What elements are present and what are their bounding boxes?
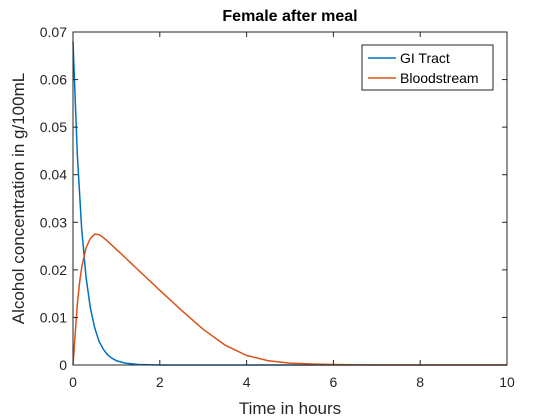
y-tick-label: 0.03 <box>40 214 67 230</box>
x-tick-label: 8 <box>416 374 424 390</box>
x-tick-label: 10 <box>499 374 515 390</box>
y-tick-label: 0.01 <box>40 309 67 325</box>
legend-label-gi-tract: GI Tract <box>400 50 450 66</box>
legend: GI Tract Bloodstream <box>361 44 494 91</box>
y-tick-label: 0.02 <box>40 262 67 278</box>
x-axis-label: Time in hours <box>239 399 341 418</box>
series-line-bloodstream <box>72 233 507 366</box>
y-axis-label: Alcohol concentration in g/100mL <box>9 73 28 324</box>
legend-box <box>361 44 494 91</box>
x-tick-label: 0 <box>69 374 77 390</box>
x-tick-label: 2 <box>156 374 164 390</box>
axes: 0 2 4 6 8 10 0 0.01 0.02 0.03 0.04 0.05 0.06 0.07 <box>40 24 515 390</box>
y-tick-label: 0 <box>59 357 67 373</box>
x-tick-label: 4 <box>243 374 251 390</box>
legend-label-bloodstream: Bloodstream <box>400 70 479 86</box>
x-tick-label: 6 <box>330 374 338 390</box>
axes-box <box>72 31 508 366</box>
chart-title: Female after meal <box>222 8 357 25</box>
y-tick-label: 0.05 <box>40 119 67 135</box>
y-tick-label: 0.07 <box>40 24 67 40</box>
y-tick-label: 0.06 <box>40 72 67 88</box>
y-tick-label: 0.04 <box>40 167 67 183</box>
